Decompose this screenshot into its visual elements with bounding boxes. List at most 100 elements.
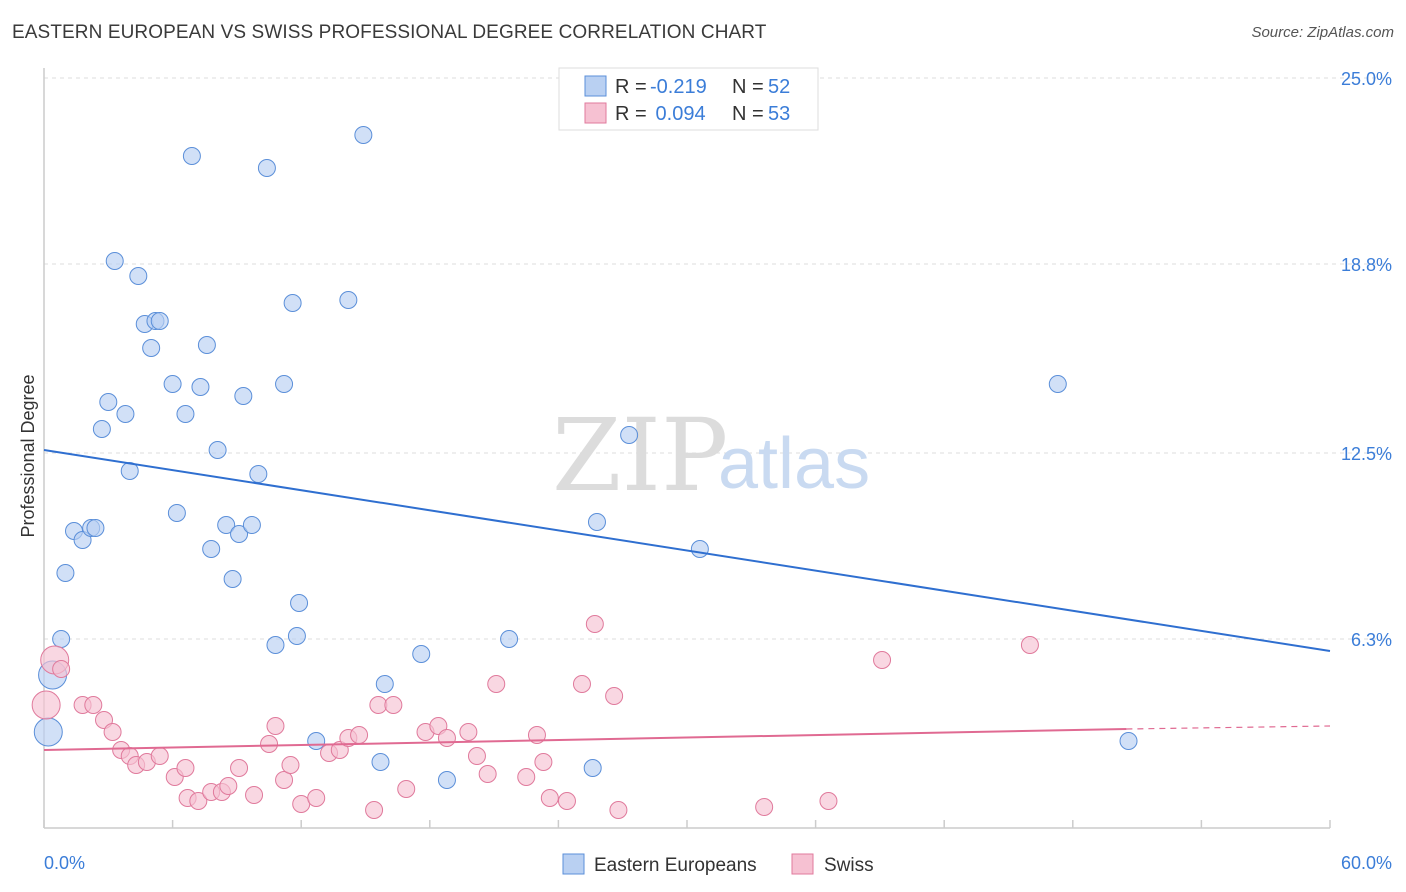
eastern-european-point — [202, 540, 221, 558]
legend-n-value-eastern: 52 — [768, 76, 790, 98]
x-tick-label: 60.0% — [1341, 853, 1392, 873]
swiss-point — [31, 690, 61, 720]
swiss-point — [384, 696, 403, 714]
y-tick-label: 6.3% — [1351, 630, 1392, 650]
swiss-point — [517, 768, 536, 786]
bottom-legend-label-swiss: Swiss — [824, 855, 874, 876]
eastern-european-point — [116, 405, 135, 423]
eastern-european-point — [339, 291, 358, 309]
swiss-point — [534, 753, 553, 771]
swiss-point — [397, 780, 416, 798]
eastern-european-point — [371, 753, 390, 771]
legend-swatch-swiss — [584, 102, 607, 124]
swiss-point — [350, 726, 369, 744]
swiss-point — [84, 696, 103, 714]
eastern-european-point — [1119, 732, 1138, 750]
chart-title: EASTERN EUROPEAN VS SWISS PROFESSIONAL D… — [12, 22, 767, 43]
eastern-european-point — [354, 126, 373, 144]
eastern-european-point — [33, 717, 63, 747]
swiss-point — [230, 759, 249, 777]
swiss-point — [52, 660, 71, 678]
swiss-point — [245, 786, 264, 804]
swiss-point — [487, 675, 506, 693]
eastern-european-point — [52, 630, 71, 648]
eastern-european-point — [587, 513, 606, 531]
swiss-point — [527, 726, 546, 744]
swiss-point — [572, 675, 591, 693]
bottom-legend-swatch-swiss — [791, 853, 814, 875]
swiss-point — [219, 777, 238, 795]
bottom-legend-label-eastern: Eastern Europeans — [594, 855, 757, 876]
y-axis-title: Professional Degree — [18, 374, 38, 537]
swiss-point — [307, 789, 326, 807]
trend-layer — [43, 449, 1331, 751]
eastern-european-point — [182, 147, 201, 165]
eastern-european-point — [437, 771, 456, 789]
swiss-point — [292, 795, 311, 813]
y-tick-label: 12.5% — [1341, 444, 1392, 464]
y-tick-label: 18.8% — [1341, 255, 1392, 275]
swiss-point — [281, 756, 300, 774]
swiss-point — [557, 792, 576, 810]
eastern-european-point — [375, 675, 394, 693]
eastern-european-point — [197, 336, 216, 354]
points-layer — [31, 126, 1138, 819]
eastern-european-point — [150, 312, 169, 330]
eastern-european-point — [56, 564, 75, 582]
eastern-european-point — [275, 375, 294, 393]
swiss-point — [189, 792, 208, 810]
swiss-point — [365, 801, 384, 819]
eastern-european-point — [290, 594, 309, 612]
swiss-point — [467, 747, 486, 765]
eastern-european-point — [266, 636, 285, 654]
eastern-european-point — [500, 630, 519, 648]
swiss-point — [260, 735, 279, 753]
eastern-european-point — [234, 387, 253, 405]
swiss-point — [540, 789, 559, 807]
eastern-european-point — [620, 426, 639, 444]
swiss-trend-line — [1126, 725, 1331, 730]
eastern-european-point — [242, 516, 261, 534]
legend-r-value-swiss: 0.094 — [650, 103, 706, 125]
tick-layer: 6.3% 12.5% 18.8% 25.0% 0.0% 60.0% — [43, 69, 1392, 873]
legend-box: R = -0.219 N = 52 R = 0.094 N = 53 — [558, 67, 819, 131]
eastern-european-point — [230, 525, 249, 543]
swiss-point — [609, 801, 628, 819]
eastern-european-point — [283, 294, 302, 312]
eastern-european-point — [129, 267, 148, 285]
swiss-point — [275, 771, 294, 789]
legend-n-label-eastern: N = — [732, 76, 764, 98]
eastern-european-point — [1048, 375, 1067, 393]
swiss-trend-line — [43, 728, 1127, 751]
swiss-point — [755, 798, 774, 816]
eastern-european-point — [223, 570, 242, 588]
legend-r-value-eastern: -0.219 — [650, 76, 707, 98]
legend-n-value-swiss: 53 — [768, 103, 790, 125]
swiss-point — [873, 651, 892, 669]
eastern-european-point — [257, 159, 276, 177]
swiss-point — [369, 696, 388, 714]
swiss-point — [1020, 636, 1039, 654]
eastern-european-point — [412, 645, 431, 663]
swiss-point — [176, 759, 195, 777]
y-tick-label: 25.0% — [1341, 69, 1392, 89]
eastern-european-trend-line — [43, 449, 1331, 652]
swiss-point — [819, 792, 838, 810]
eastern-european-point — [86, 519, 105, 537]
bottom-legend: Eastern Europeans Swiss — [562, 853, 874, 876]
swiss-point — [605, 687, 624, 705]
swiss-point — [266, 717, 285, 735]
eastern-european-point — [92, 420, 111, 438]
eastern-european-point — [307, 732, 326, 750]
eastern-european-point — [105, 252, 124, 270]
eastern-european-point — [142, 339, 161, 357]
swiss-point — [437, 729, 456, 747]
eastern-european-point — [249, 465, 268, 483]
legend-r-label-swiss: R = — [615, 103, 647, 125]
eastern-european-point — [167, 504, 186, 522]
swiss-point — [585, 615, 604, 633]
eastern-european-point — [287, 627, 306, 645]
swiss-point — [459, 723, 478, 741]
legend-r-label-eastern: R = — [615, 76, 647, 98]
